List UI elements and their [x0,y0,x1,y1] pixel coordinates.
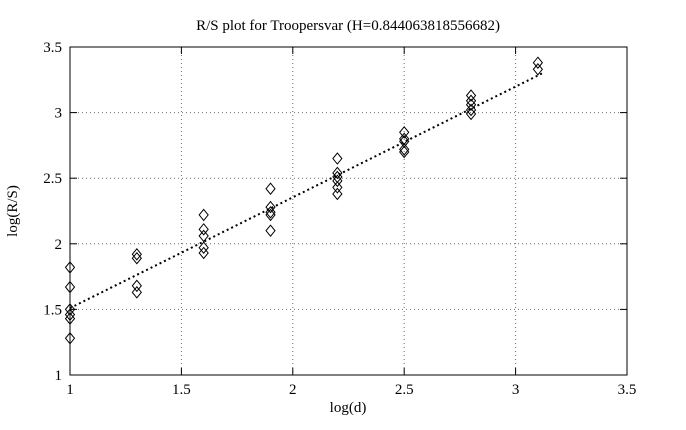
plot-frame [69,46,628,376]
x-tick-label: 2.5 [395,382,414,398]
y-tick-label: 1.5 [43,302,62,318]
data-point-marker [198,208,209,222]
x-tick-label: 3.5 [618,382,637,398]
data-point-marker [198,246,209,260]
data-point-marker [131,248,142,261]
data-point-marker [399,145,410,159]
data-point-marker [399,125,410,139]
x-tick-label: 1 [66,382,74,398]
data-point-marker [532,56,544,70]
y-tick-label: 2 [55,237,63,253]
y-tick-label: 3.5 [43,40,62,56]
data-point-marker [265,206,276,219]
plot-area: 1 1.5 2 2.5 3 3.5 1 1.5 2 2.5 3 3.5 [43,40,636,398]
data-point-marker [532,63,544,76]
data-point-marker [332,170,343,184]
data-point-marker [131,279,142,293]
data-point-marker [131,286,142,299]
data-point-marker [64,312,76,325]
data-point-marker [399,143,410,156]
chart-title: R/S plot for Troopersvar (H=0.8440638185… [196,18,500,34]
data-point-marker [332,187,343,201]
data-point-marker [64,303,76,316]
y-axis-label: log(R/S) [5,185,21,237]
data-point-marker [265,208,276,222]
y-tick-label: 1 [55,368,63,384]
x-tick-label: 2 [289,382,297,398]
data-point-marker [198,229,209,243]
x-tick-label: 1.5 [172,382,191,398]
data-point-marker [131,251,142,265]
data-point-marker [332,152,343,165]
data-point-marker [64,280,76,294]
fit-line [69,71,546,309]
data-point-marker [332,181,343,194]
data-point-marker [64,308,76,321]
data-point-marker [465,89,477,102]
data-point-marker [465,98,477,112]
y-tick-label: 3 [55,106,63,122]
data-point-marker [265,182,276,195]
data-point-marker [332,174,343,188]
data-point-marker [465,103,477,117]
data-point-marker [332,166,343,180]
data-point-marker [265,200,276,214]
data-point-marker [198,223,209,236]
data-point-marker [465,94,477,108]
data-point-marker [64,261,76,274]
data-point-marker [198,241,209,255]
data-point-marker [265,224,276,237]
data-point-marker [465,107,477,121]
data-point-marker [64,331,76,345]
y-tick-label: 2.5 [43,171,62,187]
x-tick-label: 3 [512,382,520,398]
x-axis-label: log(d) [330,400,367,416]
